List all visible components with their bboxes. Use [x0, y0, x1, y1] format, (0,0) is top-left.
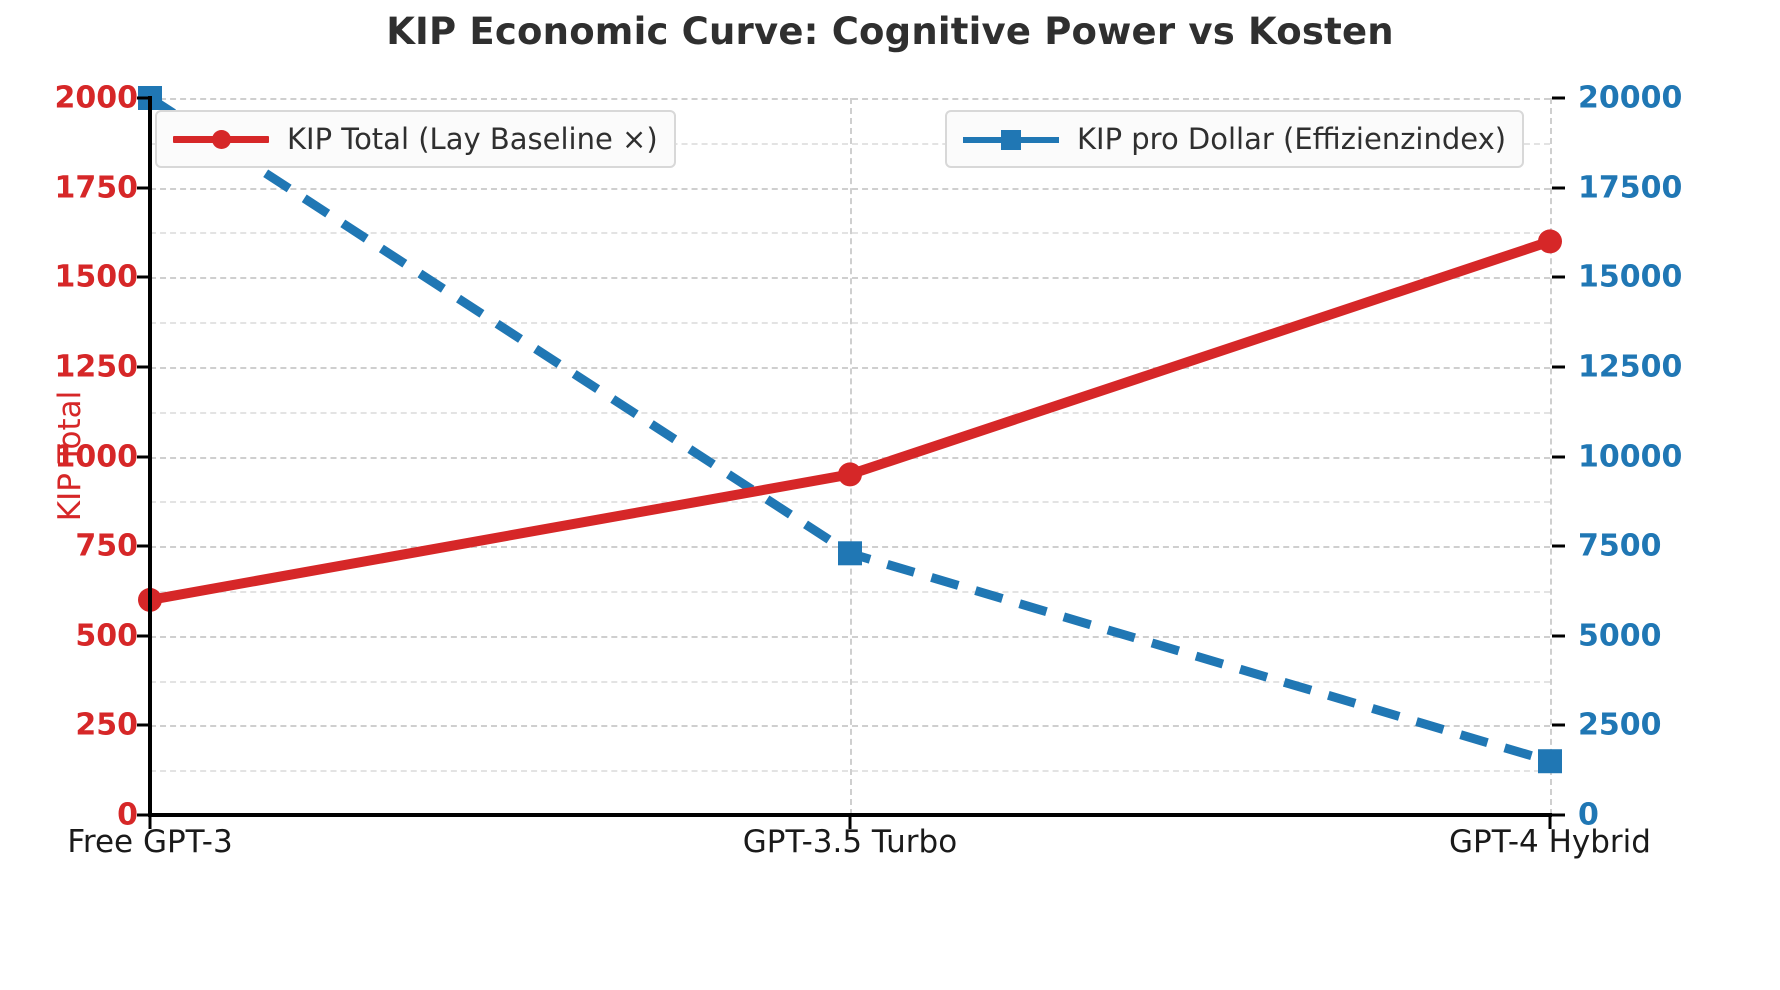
square-marker-icon	[1001, 130, 1021, 150]
y-axis-right-tick-label: 15000	[1578, 259, 1683, 295]
x-axis-tick-label: GPT-3.5 Turbo	[742, 824, 958, 860]
y-axis-right-tick-mark	[1552, 544, 1565, 548]
y-axis-right-tick-label: 20000	[1578, 80, 1683, 116]
y-axis-left-tick-label: 1750	[54, 170, 139, 206]
data-point-kip-total	[838, 462, 862, 487]
y-axis-left-tick-mark	[137, 813, 150, 817]
data-point-kip-pro-dollar	[838, 541, 862, 566]
y-axis-left-tick-mark	[137, 186, 150, 190]
axis-spine-left	[148, 96, 152, 817]
y-axis-left-tick-label: 1000	[54, 439, 139, 474]
y-axis-left-tick-label: 250	[75, 707, 138, 743]
x-axis-tick-label: GPT-4 Hybrid	[1449, 824, 1651, 860]
y-axis-left-tick-label: 1250	[54, 349, 139, 385]
y-axis-left-tick-label: 750	[75, 528, 138, 564]
y-axis-right-tick-mark	[1552, 634, 1565, 638]
series-layer	[138, 86, 1562, 774]
y-axis-left-tick-mark	[137, 365, 150, 369]
y-axis-left-tick-mark	[137, 455, 150, 458]
y-axis-right-tick-mark	[1552, 186, 1565, 190]
y-axis-right-tick-label: 17500	[1578, 170, 1683, 206]
legend-kip-pro-dollar[interactable]: KIP pro Dollar (Effizienzindex)	[945, 110, 1525, 168]
x-axis-tick-mark	[148, 817, 152, 829]
series-markers-kip-pro-dollar	[138, 86, 1562, 774]
circle-marker-icon	[212, 130, 231, 149]
x-axis-tick-mark	[1548, 817, 1552, 829]
gridline-vertical	[1550, 98, 1552, 815]
legend-label-kip-pro-dollar: KIP pro Dollar (Effizienzindex)	[1077, 122, 1507, 156]
y-axis-left-tick-mark	[137, 96, 150, 100]
legend-label-kip-total: KIP Total (Lay Baseline ×)	[287, 122, 658, 156]
data-point-kip-total	[1538, 229, 1562, 254]
y-axis-left-tick-mark	[137, 723, 150, 727]
x-axis-tick-label: Free GPT-3	[67, 824, 233, 860]
y-axis-right-tick-mark	[1552, 455, 1565, 458]
data-point-kip-pro-dollar	[1538, 749, 1562, 774]
legend-key-red-line	[173, 125, 269, 153]
axis-spine-bottom	[148, 813, 1552, 817]
y-axis-right-tick-label: 10000	[1578, 439, 1683, 474]
y-axis-left-tick-label: 1500	[54, 259, 139, 295]
y-axis-left-tick-label: 0	[117, 797, 138, 833]
series-line-kip-pro-dollar	[147, 94, 1552, 766]
y-axis-right-tick-mark	[1552, 723, 1565, 727]
y-axis-right-tick-mark	[1552, 365, 1565, 369]
y-axis-right-tick-mark	[1552, 813, 1565, 817]
y-axis-right-tick-label: 2500	[1578, 707, 1662, 743]
legend-key-blue-line	[963, 125, 1059, 153]
y-axis-right-tick-label: 0	[1578, 797, 1599, 833]
chart-title: KIP Economic Curve: Cognitive Power vs K…	[386, 10, 1394, 53]
y-axis-left-tick-mark	[137, 634, 150, 638]
y-axis-left-tick-label: 2000	[54, 80, 139, 116]
gridline-vertical	[850, 98, 852, 815]
y-axis-right-tick-mark	[1552, 96, 1565, 100]
x-axis-tick-mark	[848, 817, 852, 829]
y-axis-right-tick-mark	[1552, 275, 1565, 279]
y-axis-left-tick-mark	[137, 544, 150, 548]
y-axis-left-tick-label: 500	[75, 618, 138, 654]
y-axis-right-tick-label: 12500	[1578, 349, 1683, 385]
y-axis-right-tick-label: 5000	[1578, 618, 1662, 654]
legend-kip-total[interactable]: KIP Total (Lay Baseline ×)	[155, 110, 676, 168]
y-axis-left-tick-mark	[137, 275, 150, 279]
plot-area: KIP Total KIP pro Dollar (relativ)	[52, 86, 1562, 817]
y-axis-right-tick-label: 7500	[1578, 528, 1662, 564]
